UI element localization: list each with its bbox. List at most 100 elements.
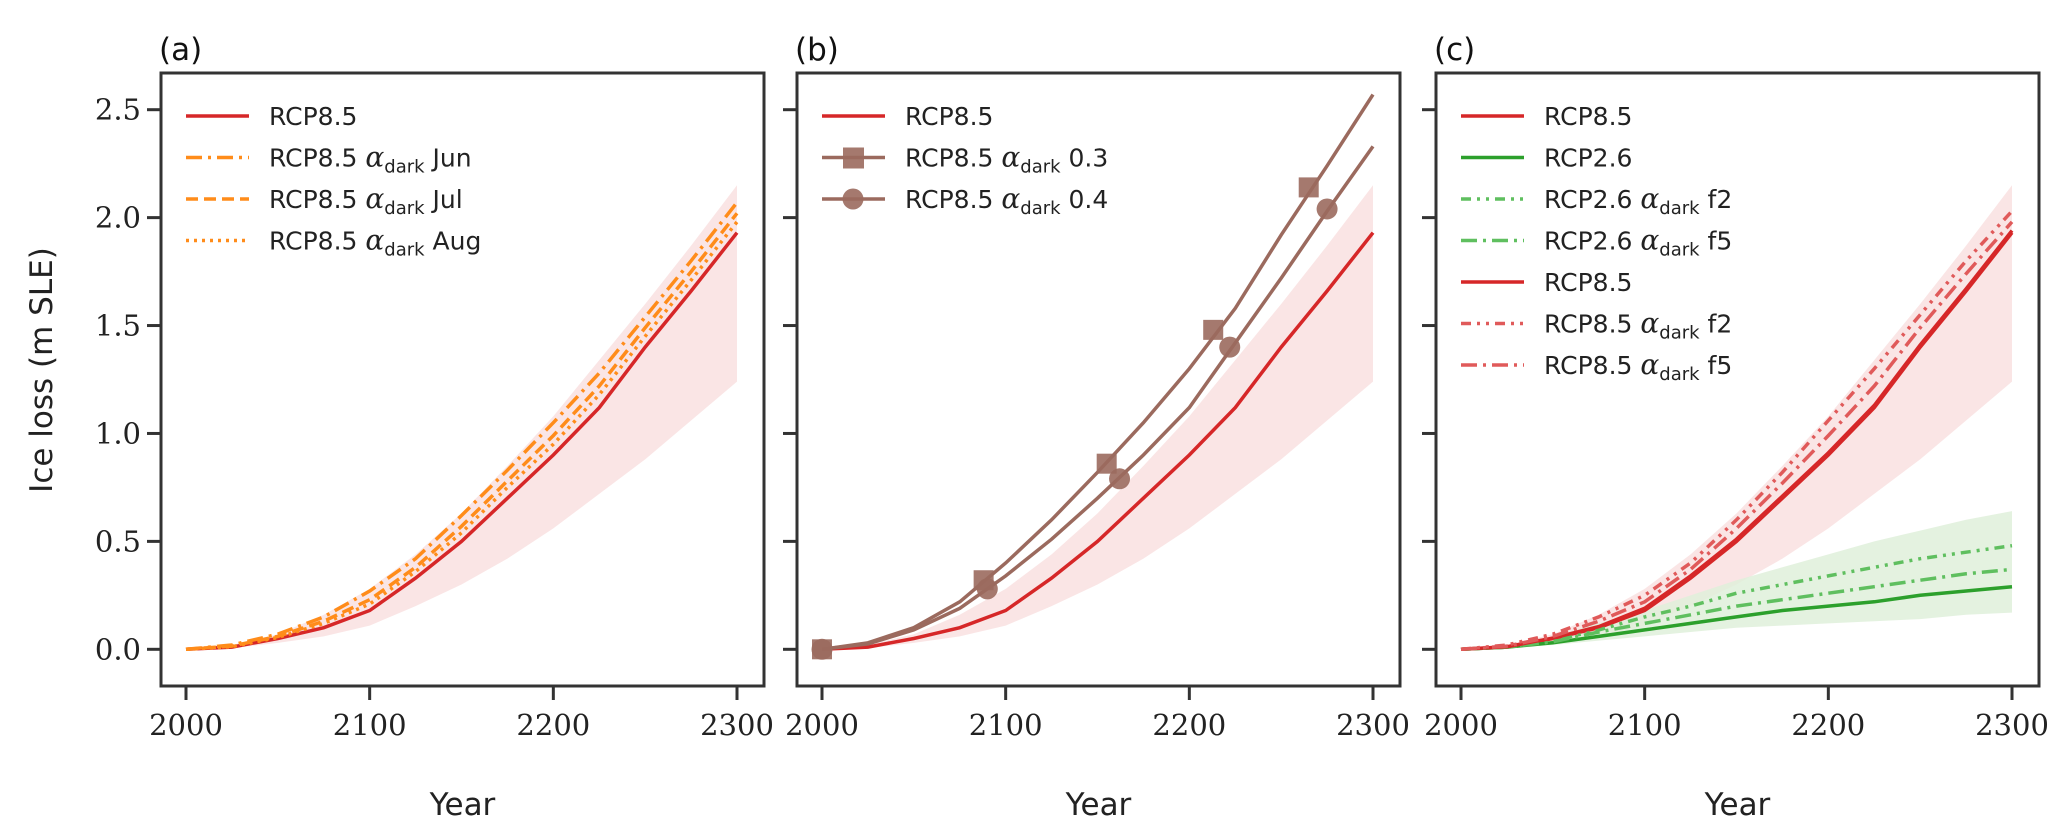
circle-marker <box>1219 336 1241 358</box>
legend-text: RCP8.5 <box>905 144 1001 173</box>
x-axis-label: Year <box>1065 787 1132 823</box>
legend-item: RCP8.5 αdark f5 <box>1461 348 1732 385</box>
legend-text: RCP2.6 <box>1544 144 1632 173</box>
legend-label: RCP8.5 <box>1544 102 1632 131</box>
subscript: dark <box>384 157 425 178</box>
series-line <box>185 212 739 652</box>
square-marker <box>1298 177 1319 198</box>
panel-a: 0.0 0.5 1.0 1.5 2.0 2.5 2000 2100 2200 2300 Year (a… <box>95 32 774 823</box>
legend-text: RCP8.5 <box>269 144 365 173</box>
x-tick-label: 2100 <box>1608 708 1682 742</box>
y-axis-label: Ice loss (m SLE) <box>24 247 60 493</box>
series-line <box>1460 229 2014 652</box>
alpha-symbol: α <box>1640 224 1659 257</box>
legend-text: RCP8.5 <box>905 185 1001 214</box>
legend-suffix: Jul <box>425 185 463 214</box>
subscript: dark <box>1659 198 1700 219</box>
x-tick-label: 2000 <box>785 708 859 742</box>
legend-suffix: Jun <box>425 144 472 173</box>
uncertainty-band <box>186 185 737 650</box>
legend-circle-marker <box>842 188 864 210</box>
panel-c: 2000 2100 2200 2300Year(c)RCP8.5RCP2.6RCP2.… <box>1422 32 2049 823</box>
x-axis-label: Year <box>1704 787 1771 823</box>
subscript: dark <box>1020 198 1061 219</box>
series-line <box>1460 543 2013 652</box>
series-line <box>185 220 739 652</box>
legend-text: RCP8.5 <box>1544 102 1632 131</box>
legend-label: RCP8.5 <box>269 102 357 131</box>
axes-frame <box>159 71 766 688</box>
panel-label: (b) <box>795 32 839 68</box>
legend-item: RCP8.5 <box>822 102 993 131</box>
legend-label: RCP8.5 αdark f2 <box>1544 307 1732 344</box>
legend-item: RCP8.5 αdark f2 <box>1461 307 1732 344</box>
legend-item: RCP8.5 αdark 0.3 <box>822 141 1108 178</box>
circle-marker <box>1316 198 1338 220</box>
x-tick-label: 2100 <box>969 708 1043 742</box>
x-tick-label: 2200 <box>1152 708 1226 742</box>
alpha-symbol: α <box>1640 348 1659 381</box>
uncertainty-band <box>1461 511 2012 650</box>
legend-label: RCP8.5 αdark Aug <box>269 224 481 261</box>
y-tick-label: 2.5 <box>95 93 141 127</box>
alpha-symbol: α <box>1001 182 1020 215</box>
square-marker <box>1203 319 1224 340</box>
subscript: dark <box>384 240 425 261</box>
alpha-symbol: α <box>365 182 384 215</box>
legend-item: RCP2.6 αdark f2 <box>1461 182 1732 219</box>
legend-label: RCP2.6 αdark f5 <box>1544 224 1732 261</box>
series-line <box>185 201 739 652</box>
legend-item: RCP8.5 αdark 0.4 <box>822 182 1108 219</box>
legend-item: RCP8.5 <box>186 102 357 131</box>
series-line <box>821 145 1375 652</box>
subscript: dark <box>1659 323 1700 344</box>
legend-label: RCP8.5 αdark 0.3 <box>905 141 1108 178</box>
legend-text: RCP2.6 <box>1544 185 1640 214</box>
circle-marker <box>1109 468 1131 490</box>
series-line <box>1460 220 2014 652</box>
y-tick-label: 1.5 <box>95 309 141 343</box>
legend-item: RCP8.5 αdark Jun <box>186 141 472 178</box>
legend-suffix: 0.4 <box>1061 185 1109 214</box>
legend-label: RCP8.5 αdark 0.4 <box>905 182 1108 219</box>
legend-label: RCP8.5 <box>905 102 993 131</box>
series-line <box>1460 584 2013 652</box>
y-tick-label: 1.0 <box>95 416 141 450</box>
series-line <box>185 231 739 652</box>
legend-suffix: f2 <box>1700 185 1733 214</box>
legend-suffix: f5 <box>1700 227 1733 256</box>
panel-label: (c) <box>1434 32 1475 68</box>
legend-item: RCP2.6 αdark f5 <box>1461 224 1732 261</box>
subscript: dark <box>1659 240 1700 261</box>
circle-marker <box>976 578 998 600</box>
axes-frame <box>1434 71 2041 688</box>
uncertainty-band <box>1461 185 2012 650</box>
legend-suffix: f5 <box>1700 351 1733 380</box>
legend-suffix: f2 <box>1700 310 1733 339</box>
legend-item: RCP8.5 αdark Jul <box>186 182 463 219</box>
legend-label: RCP2.6 αdark f2 <box>1544 182 1732 219</box>
legend-suffix: Aug <box>425 227 482 256</box>
alpha-symbol: α <box>365 224 384 257</box>
legend-label: RCP2.6 <box>1544 144 1632 173</box>
legend-label: RCP8.5 αdark Jul <box>269 182 463 219</box>
x-tick-label: 2300 <box>1975 708 2049 742</box>
circle-marker <box>811 638 833 660</box>
y-tick-label: 0.0 <box>95 632 141 666</box>
y-tick-label: 2.0 <box>95 201 141 235</box>
legend-item: RCP8.5 <box>1461 102 1632 131</box>
x-tick-label: 2000 <box>149 708 223 742</box>
uncertainty-band <box>822 185 1373 650</box>
legend-label: RCP8.5 αdark f5 <box>1544 348 1732 385</box>
alpha-symbol: α <box>1001 141 1020 174</box>
legend-text: RCP8.5 <box>1544 310 1640 339</box>
subscript: dark <box>384 198 425 219</box>
x-tick-label: 2300 <box>700 708 774 742</box>
legend-square-marker <box>843 147 864 169</box>
legend-item: RCP8.5 <box>1461 268 1632 297</box>
alpha-symbol: α <box>1640 182 1659 215</box>
legend-text: RCP2.6 <box>1544 227 1640 256</box>
x-tick-label: 2200 <box>1791 708 1865 742</box>
